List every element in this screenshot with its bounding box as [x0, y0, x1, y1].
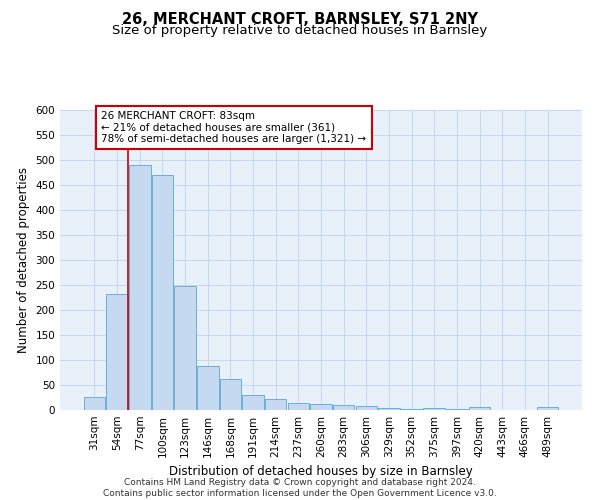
Bar — [129, 164, 151, 410]
Bar — [356, 406, 377, 410]
Bar — [220, 378, 241, 410]
Bar — [242, 394, 264, 410]
Bar — [152, 174, 173, 410]
Bar — [469, 406, 490, 410]
Bar — [310, 404, 332, 410]
Bar — [84, 397, 105, 410]
X-axis label: Distribution of detached houses by size in Barnsley: Distribution of detached houses by size … — [169, 466, 473, 478]
Text: Size of property relative to detached houses in Barnsley: Size of property relative to detached ho… — [112, 24, 488, 37]
Text: 26 MERCHANT CROFT: 83sqm
← 21% of detached houses are smaller (361)
78% of semi-: 26 MERCHANT CROFT: 83sqm ← 21% of detach… — [101, 111, 367, 144]
Bar — [106, 294, 128, 410]
Y-axis label: Number of detached properties: Number of detached properties — [17, 167, 30, 353]
Bar — [537, 407, 558, 410]
Text: 26, MERCHANT CROFT, BARNSLEY, S71 2NY: 26, MERCHANT CROFT, BARNSLEY, S71 2NY — [122, 12, 478, 28]
Bar — [401, 409, 422, 410]
Bar — [197, 366, 218, 410]
Bar — [287, 403, 309, 410]
Bar — [424, 408, 445, 410]
Text: Contains HM Land Registry data © Crown copyright and database right 2024.
Contai: Contains HM Land Registry data © Crown c… — [103, 478, 497, 498]
Bar — [333, 405, 355, 410]
Bar — [265, 398, 286, 410]
Bar — [378, 408, 400, 410]
Bar — [175, 286, 196, 410]
Bar — [446, 409, 467, 410]
